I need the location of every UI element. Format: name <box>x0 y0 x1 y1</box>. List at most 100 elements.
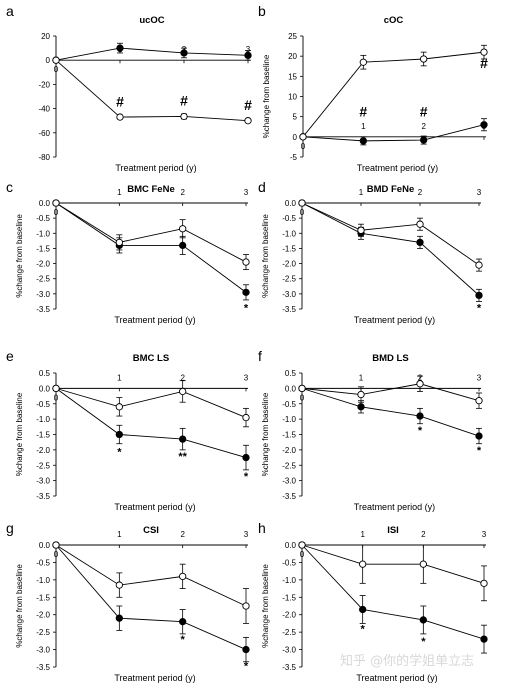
y-axis-label: %change from baseline <box>261 392 270 476</box>
data-point-filled <box>242 645 250 654</box>
y-tick-label: -5 <box>290 153 298 162</box>
y-tick-label: -2.0 <box>282 611 296 620</box>
y-tick-label: -2.0 <box>282 260 296 269</box>
y-tick-label: 0.5 <box>285 369 297 378</box>
data-point-open <box>298 199 306 207</box>
panel-label: c <box>6 179 13 195</box>
data-point-open <box>419 560 427 568</box>
x-tick-label: 2 <box>421 530 426 539</box>
data-point-open <box>480 579 488 587</box>
data-point-open <box>244 117 252 125</box>
y-tick-label: -1.0 <box>36 229 50 238</box>
significance-star: * <box>244 302 249 314</box>
y-tick-label: -2.5 <box>282 461 296 470</box>
y-tick-label: 10 <box>288 93 297 102</box>
y-tick-label: 0.0 <box>285 384 297 393</box>
y-tick-label: -3.5 <box>36 663 50 672</box>
y-tick-label: -1.0 <box>282 229 296 238</box>
data-point-filled <box>179 435 187 443</box>
y-tick-label: -3.5 <box>36 305 50 314</box>
data-point-open <box>359 560 367 568</box>
y-tick-label: -3.0 <box>36 290 50 299</box>
y-tick-label: -0.5 <box>36 400 50 409</box>
panel-g: g CSI 0.0 -0.5 -1.0 -1.5 -2.0 -2.5 -3.0 -3.5 0 1 2 3 T… <box>6 520 250 683</box>
x-tick-label: 1 <box>359 188 364 197</box>
y-tick-label: -20 <box>38 80 50 89</box>
significance-star: * <box>421 636 426 648</box>
data-point-filled <box>359 605 367 614</box>
panel-title: BMC FeNe <box>127 184 175 195</box>
panel-title: ucOC <box>139 15 164 26</box>
y-tick-label: -3.5 <box>282 663 296 672</box>
significance-star: * <box>117 446 122 458</box>
y-tick-label: 0.5 <box>39 369 51 378</box>
y-tick-label: -1.5 <box>282 593 296 602</box>
panel-f: f BMD LS 0.5 0.0 -0.5 -1.0 -1.5 -2.0 -2.5 -3.0 -3.… <box>258 348 483 512</box>
y-tick-label: 0.0 <box>39 199 51 208</box>
x-tick-label: 1 <box>361 122 366 131</box>
data-point-open <box>357 226 365 234</box>
y-tick-label: 0.0 <box>285 541 297 550</box>
x-tick-label: 0 <box>300 208 305 217</box>
data-point-filled <box>475 432 483 440</box>
data-point-filled <box>242 453 250 462</box>
panel-label: d <box>258 179 266 195</box>
y-tick-label: -0.5 <box>282 214 296 223</box>
data-point-filled <box>416 412 424 420</box>
x-tick-label: 2 <box>180 373 185 382</box>
data-point-open <box>298 541 306 549</box>
y-tick-label: -1.5 <box>36 593 50 602</box>
y-tick-label: -2.5 <box>282 628 296 637</box>
data-point-open <box>115 581 123 589</box>
panel-e: e BMC LS 0.5 0.0 -0.5 -1.0 -1.5 -2.0 -2.5 -3.0 -3.… <box>6 348 250 512</box>
data-point-open <box>242 258 250 266</box>
data-point-filled <box>179 241 187 250</box>
series-line-open <box>302 51 485 138</box>
x-axis-label: Treatment period (y) <box>357 163 438 173</box>
significance-star: * <box>361 624 366 636</box>
panel-d: d BMD FeNe 0.0 -0.5 -1.0 -1.5 -2.0 -2.5 -3.0 -3.5… <box>258 179 483 325</box>
y-axis-label: %change from baseline <box>15 214 24 298</box>
x-tick-label: 2 <box>180 188 185 197</box>
data-point-open <box>298 384 306 393</box>
data-point-filled <box>357 403 365 411</box>
data-point-open <box>52 541 60 549</box>
y-tick-label: -2.5 <box>282 275 296 284</box>
y-tick-label: -1.0 <box>36 415 50 424</box>
data-point-open <box>299 133 307 141</box>
x-tick-label: 1 <box>117 530 122 539</box>
data-point-filled <box>116 44 124 52</box>
x-tick-label: 3 <box>482 530 487 539</box>
y-tick-label: -0.5 <box>36 558 50 567</box>
panel-title: ISI <box>387 525 399 536</box>
x-tick-label: 3 <box>244 188 249 197</box>
hash-annotation: # <box>244 97 252 113</box>
x-tick-label: 0 <box>54 65 59 74</box>
hash-annotation: # <box>116 94 124 110</box>
data-point-filled <box>244 51 252 60</box>
y-tick-label: -2.5 <box>36 275 50 284</box>
series-line-open <box>55 544 247 607</box>
x-tick-label: 1 <box>117 373 122 382</box>
panel-label: a <box>6 3 14 19</box>
y-tick-label: -3.5 <box>282 492 296 501</box>
x-axis-label: Treatment period (y) <box>114 502 195 512</box>
data-point-filled <box>179 618 187 626</box>
series-line-filled <box>55 47 249 61</box>
y-tick-label: -3.5 <box>36 492 50 501</box>
panel-title: cOC <box>384 15 404 26</box>
x-tick-label: 3 <box>477 373 482 382</box>
panel-label: h <box>258 520 266 536</box>
data-point-open <box>179 572 187 581</box>
series-line-filled <box>301 544 485 640</box>
y-tick-label: -2.0 <box>282 446 296 455</box>
data-point-open <box>52 384 60 393</box>
data-point-open <box>242 602 250 610</box>
x-tick-label: 2 <box>418 188 423 197</box>
data-point-open <box>416 380 424 388</box>
data-point-filled <box>480 635 488 643</box>
y-tick-label: -1.0 <box>282 415 296 424</box>
data-point-open <box>179 387 187 396</box>
y-axis-label: %change from baseline <box>15 564 24 648</box>
